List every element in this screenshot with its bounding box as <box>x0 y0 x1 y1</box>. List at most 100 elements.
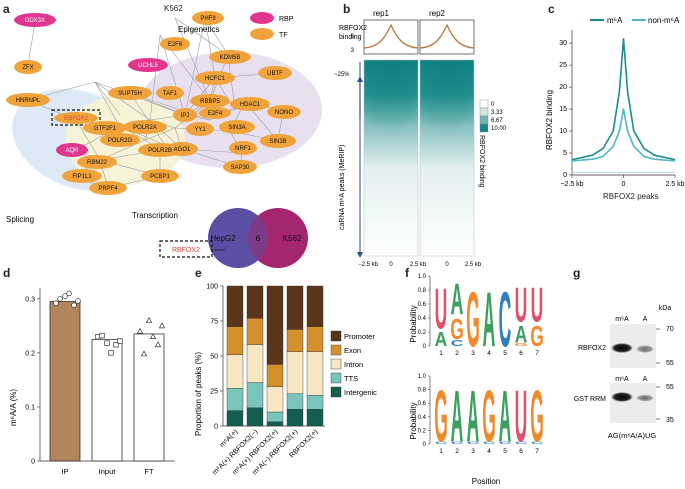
bar-e-segment-Promoter <box>226 285 244 327</box>
profile-ytick-3: 3 <box>351 48 355 54</box>
node-YY1 <box>186 122 214 136</box>
line-ytick-label: 5 <box>563 150 567 157</box>
venn-hepg2-label: HepG2 <box>210 234 236 243</box>
legend-rbp-swatch <box>250 12 274 24</box>
motif-bottom-position: 6 <box>519 448 523 455</box>
motif-top-ytick-label: 1.0 <box>418 274 427 280</box>
xtick-center-rep1: 0 <box>389 262 393 268</box>
svg-text:HDAC1: HDAC1 <box>240 102 261 108</box>
bar-e-segment-TTS <box>266 411 284 423</box>
bar-e-legend-swatch <box>330 386 342 398</box>
blot1-lane1-label: m⁶A <box>615 316 629 323</box>
xtick-left-rep1: −2.5 kb <box>358 262 379 268</box>
motif-bottom-ytick-label: 0.8 <box>418 388 427 394</box>
node-label: DDX3X <box>25 18 45 24</box>
bar-d-point <box>117 338 123 344</box>
node-HNRNPL <box>6 93 50 107</box>
motif-bottom-letter: C <box>451 441 464 445</box>
bar-e-ylabel: Proportion of peaks (%) <box>194 352 203 436</box>
line-series-1 <box>571 108 676 162</box>
svg-text:TAF1: TAF1 <box>163 91 178 97</box>
line-ytick-label: 0 <box>563 172 567 179</box>
node-PCBP1 <box>141 169 179 183</box>
svg-text:SIN3B: SIN3B <box>269 139 286 145</box>
blot1-marker-70: 70 <box>666 326 674 333</box>
legend-nonm6a-label: non-m⁶A <box>648 16 680 25</box>
blot-caption: AG(m⁶A/A)UG <box>608 431 657 440</box>
colorbar-swatch-0 <box>479 99 489 109</box>
bar-d-point <box>99 332 105 339</box>
bar-d-label: FT <box>144 467 154 476</box>
motif-top-letter: C <box>451 339 464 348</box>
node-SIN3A <box>219 120 255 134</box>
motif-top-ylabel: Probability <box>409 305 418 342</box>
motif-top-letter: U <box>435 277 448 341</box>
node-KDM5B <box>209 50 251 64</box>
blot1-name: RBFOX2 <box>578 345 606 352</box>
motif-bottom-letter: C <box>499 441 512 445</box>
motif-top-letter: A <box>435 329 448 352</box>
bar-e-segment-Promoter <box>266 285 284 365</box>
node-HCFC1 <box>195 71 235 85</box>
motif-bottom-letter: A <box>451 377 464 458</box>
bar-e-segment-TTS <box>246 382 264 408</box>
profile-ylabel-1: RBFOX2 <box>339 25 367 32</box>
bar-e-segment-Intergenic <box>306 408 324 427</box>
node-GTF2F1 <box>83 121 127 135</box>
svg-text:AQR: AQR <box>65 148 79 154</box>
svg-text:RBBP5: RBBP5 <box>200 99 220 105</box>
node-AGO1 <box>166 142 198 156</box>
percent-label: ~25% <box>334 72 350 78</box>
blot2-band-a <box>636 394 654 402</box>
svg-text:UBTF: UBTF <box>267 71 283 77</box>
xtick-center-rep2: 0 <box>445 262 449 268</box>
motif-top-position: 4 <box>487 350 491 357</box>
motif-bottom-letter: C <box>515 441 528 445</box>
bar-d-ytick-label: 0 <box>31 459 35 466</box>
motif-top-position: 7 <box>535 350 539 357</box>
panel-g-label: g <box>573 266 581 280</box>
bar-d-point <box>57 296 63 302</box>
motif-top-letter: C <box>499 276 512 363</box>
kda-label: kDa <box>659 305 672 312</box>
node-DDX3X <box>14 13 56 27</box>
svg-text:SAP30: SAP30 <box>231 165 250 171</box>
colorbar-swatch-3 <box>479 123 489 133</box>
motif-bottom-position: 5 <box>503 448 507 455</box>
bar-d-point <box>104 340 110 346</box>
bar-d-point <box>53 300 59 306</box>
rep2-label: rep2 <box>429 9 446 18</box>
motif-top-letter: U <box>515 278 528 333</box>
colorbar-swatch-2 <box>479 115 489 125</box>
line-xtick-label: 0 <box>622 181 626 188</box>
bar-d-point <box>158 322 166 329</box>
bar-d-point <box>108 350 114 356</box>
node-IPJ <box>173 108 197 122</box>
network-nodes <box>6 11 301 195</box>
line-ytick-label: 30 <box>559 40 567 47</box>
bar-d-ytick-label: 0.1 <box>25 404 35 411</box>
bar-e-segment-Exon <box>266 364 284 388</box>
bar-d-point <box>149 333 157 340</box>
blot2-name: GST RRM <box>574 396 606 403</box>
bar-d-point <box>71 302 77 309</box>
venn-k562-label: K562 <box>283 234 302 243</box>
node-SAP30 <box>223 160 257 174</box>
blot1-lane2-label: A <box>643 316 648 323</box>
svg-text:PHF8: PHF8 <box>200 16 216 22</box>
svg-text:ZFX: ZFX <box>22 65 33 71</box>
motif-top-letter: A <box>483 276 496 363</box>
node-RBBP5 <box>190 94 230 108</box>
node-POLR2A <box>123 120 167 134</box>
node-ZFX <box>14 60 42 74</box>
blot1-band-a <box>636 345 654 353</box>
motif-bottom-position: 3 <box>471 448 475 455</box>
venn-rbfox2-box <box>159 240 213 258</box>
panel-c-label: c <box>548 2 555 16</box>
colorbar-title: RBFOX2 binding <box>478 135 485 188</box>
node-SIN3B <box>260 134 296 148</box>
svg-text:PRPF4: PRPF4 <box>98 186 118 192</box>
bar-d-IP <box>49 301 81 462</box>
blot1-band-m6a <box>611 343 633 353</box>
svg-text:AGO1: AGO1 <box>174 147 191 153</box>
